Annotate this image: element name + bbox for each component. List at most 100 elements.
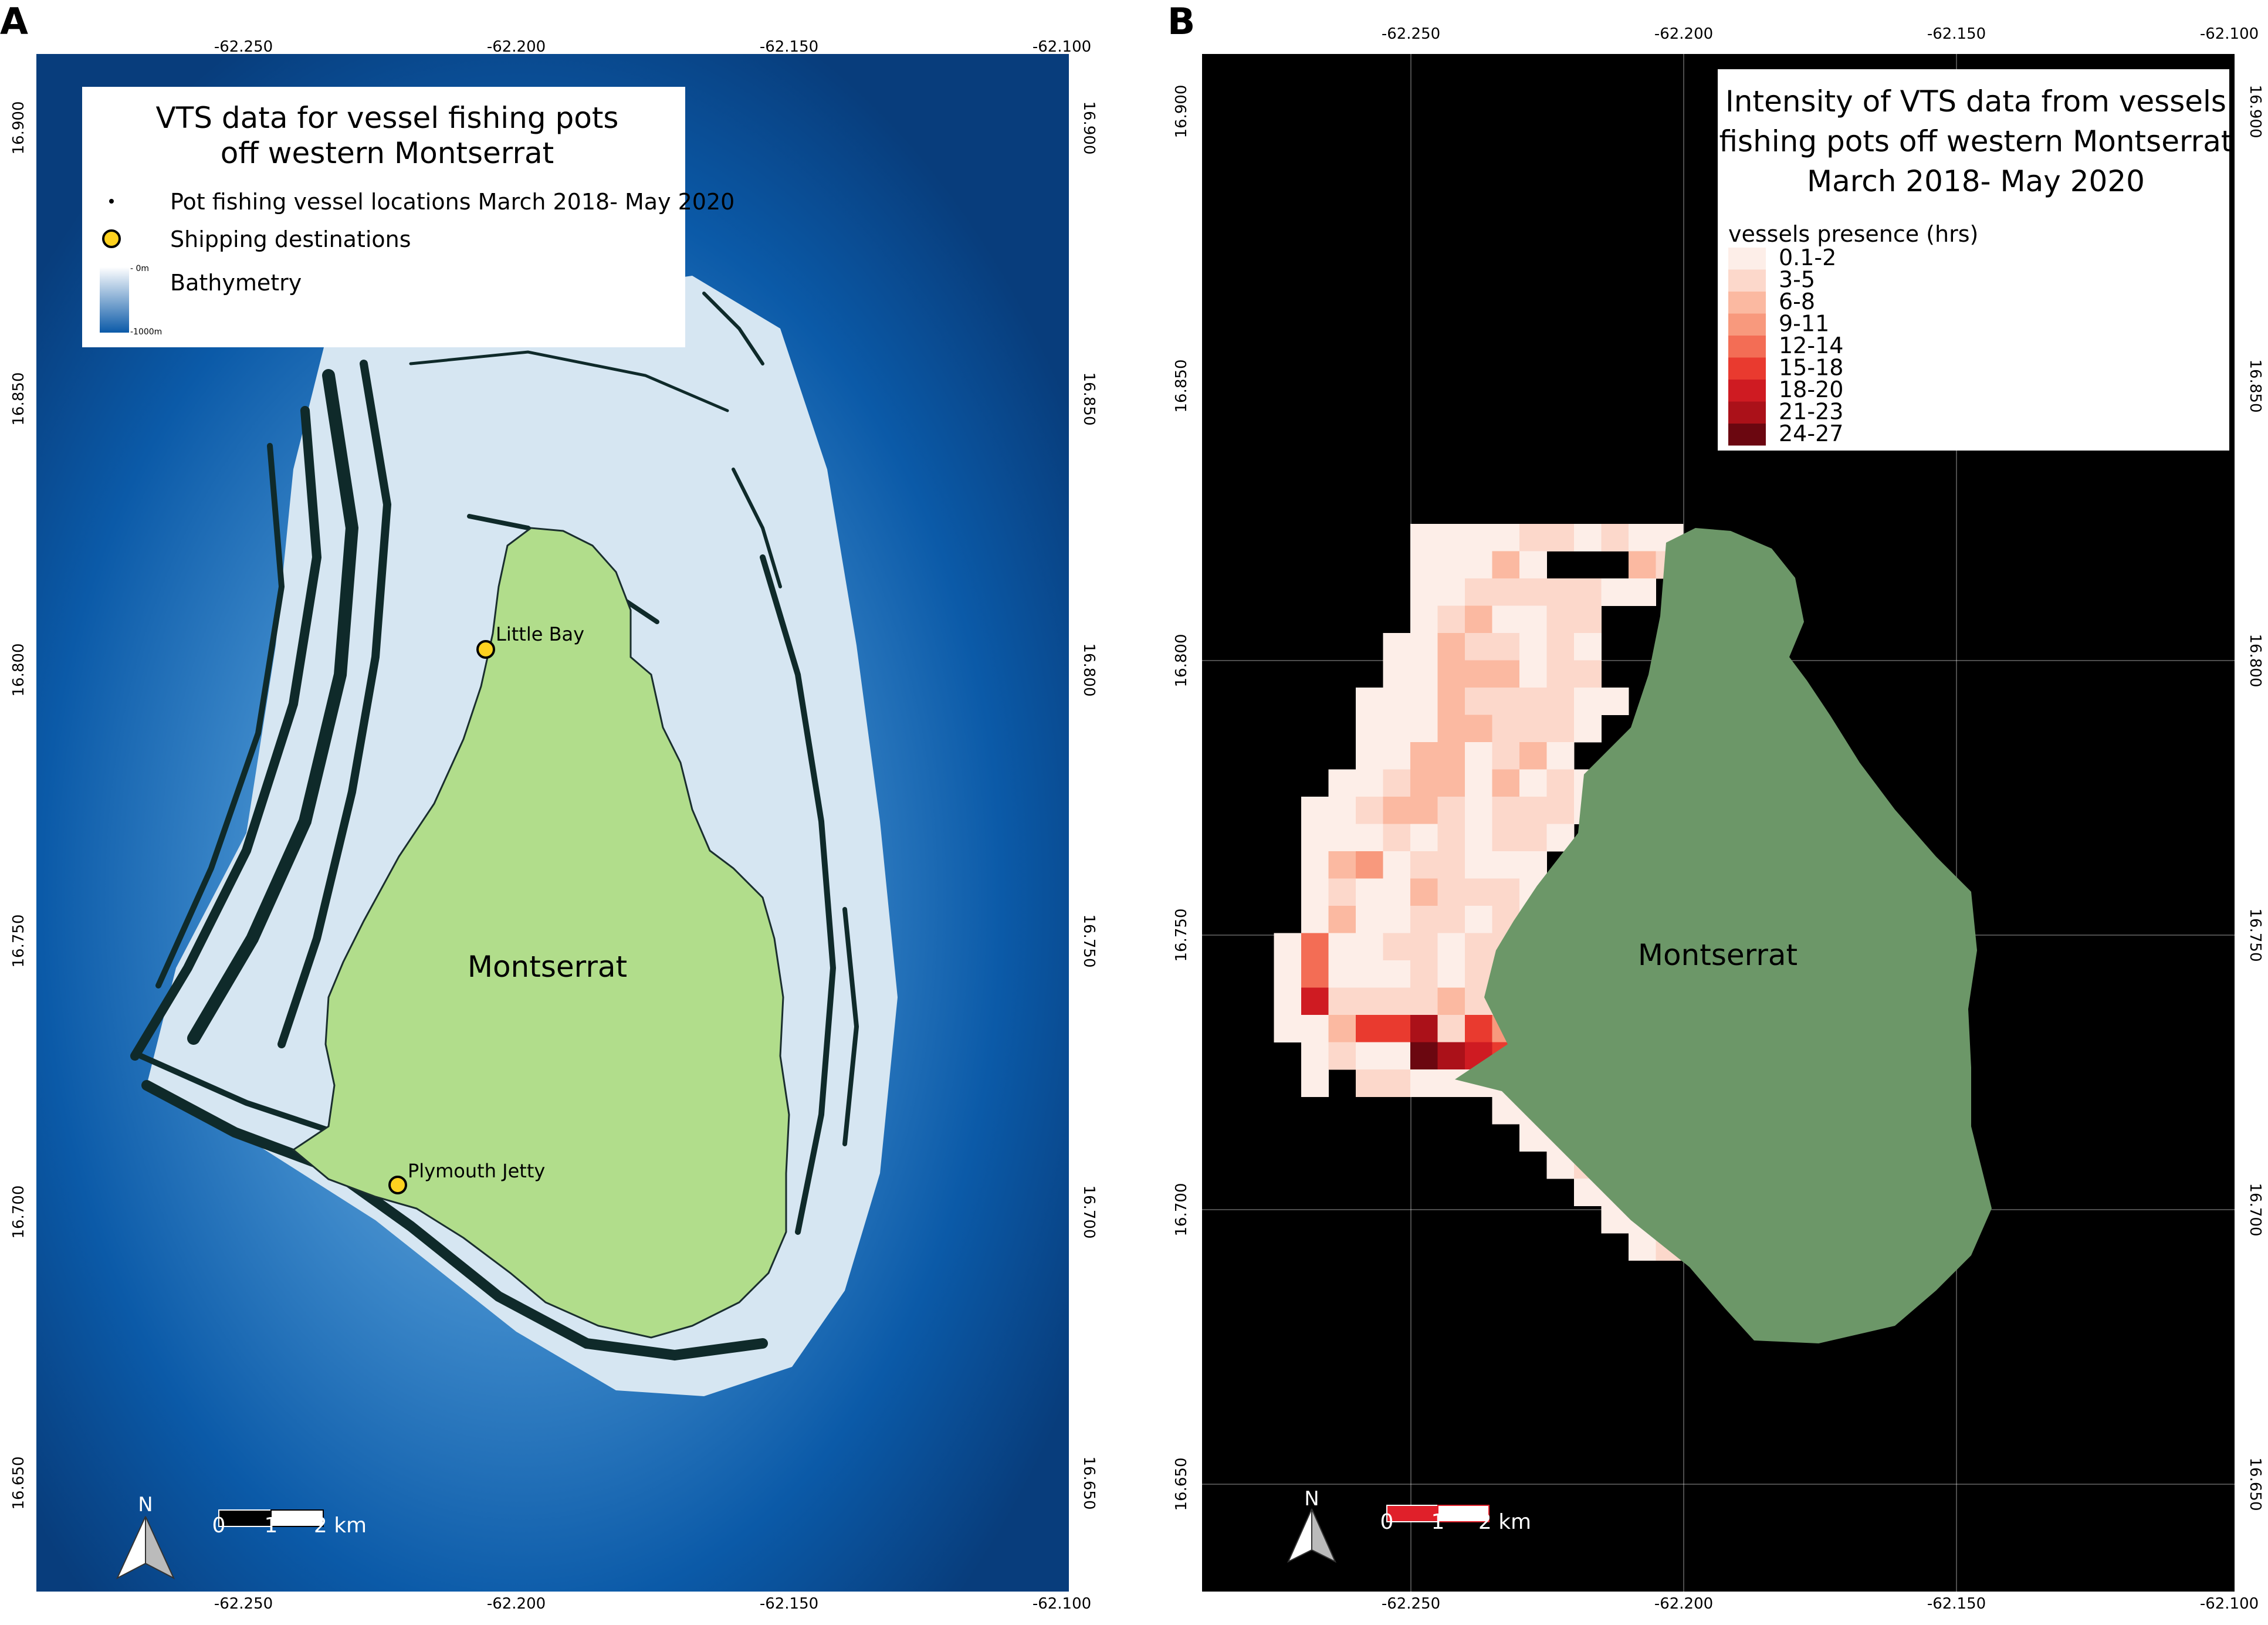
heatmap-cell: [1410, 688, 1438, 715]
heatmap-cell: [1629, 578, 1656, 606]
panel-b: B -62.250 -62.200 -62.150 -62.100 -62.25…: [1167, 0, 2264, 1613]
scale-label-1: 1: [1431, 1510, 1445, 1534]
legend-class-swatch: [1728, 269, 1766, 292]
heatmap-cell: [1410, 1069, 1438, 1097]
scale-bar-segment-dark: [218, 1509, 272, 1527]
island: [292, 527, 790, 1339]
heatmap-cell: [1546, 797, 1575, 824]
x-tick-label: -62.250: [1382, 25, 1440, 43]
heatmap-cell: [1546, 660, 1575, 688]
legend-title-line1: Intensity of VTS data from vessels: [1725, 84, 2226, 119]
x-tick-label: -62.100: [1033, 38, 1091, 56]
heatmap-cell: [1410, 633, 1438, 661]
heatmap-cell: [1437, 605, 1465, 634]
heatmap-cell: [1410, 742, 1438, 770]
heatmap-cell: [1465, 688, 1492, 715]
y-tick-label: 16.900: [10, 101, 28, 155]
y-tick-label: 16.850: [2246, 360, 2264, 413]
heatmap-cell: [1356, 1015, 1383, 1042]
scale-bar-segment-light: [270, 1509, 324, 1527]
heatmap-cell: [1492, 769, 1520, 797]
legend-class-swatch: [1728, 336, 1766, 358]
heatmap-cell: [1465, 715, 1492, 743]
heatmap-cell: [1356, 824, 1383, 852]
x-tick-label: -62.200: [1654, 1595, 1713, 1613]
place-plymouth-jetty: Plymouth Jetty: [388, 1160, 545, 1194]
destination-marker: [388, 1176, 407, 1194]
y-tick-label: 16.650: [2246, 1458, 2264, 1511]
panel-a-x-ticks-bottom: -62.250 -62.200 -62.150 -62.100: [214, 1595, 1091, 1613]
heatmap-cell: [1546, 633, 1575, 661]
x-tick-label: -62.250: [1382, 1595, 1440, 1613]
heatmap-cell: [1328, 987, 1356, 1015]
heatmap-cell: [1465, 660, 1492, 688]
heatmap-cell: [1301, 933, 1329, 961]
little-bay-label: Little Bay: [496, 623, 584, 645]
heatmap-cell: [1465, 797, 1492, 824]
legend-class-swatch: [1728, 248, 1766, 270]
panel-b-y-ticks-right: 16.900 16.850 16.800 16.750 16.700 16.65…: [2246, 85, 2264, 1511]
heatmap-cell: [1492, 578, 1520, 606]
north-label: N: [138, 1493, 153, 1516]
heatmap-cell: [1519, 578, 1547, 606]
y-tick-label: 16.850: [1173, 360, 1190, 413]
heatmap-cell: [1274, 960, 1302, 988]
panel-a-y-ticks-left: 16.900 16.850 16.800 16.750 16.700 16.65…: [10, 101, 28, 1510]
legend-class-label: 15-18: [1779, 355, 1843, 381]
heatmap-cell: [1356, 933, 1383, 961]
y-tick-label: 16.700: [1080, 1186, 1098, 1239]
heatmap-cell: [1356, 1069, 1383, 1097]
scale-label-0: 0: [1380, 1510, 1394, 1534]
heatmap-cell: [1519, 824, 1547, 852]
legend-class-label: 0.1-2: [1779, 245, 1836, 270]
heatmap-cell: [1519, 551, 1547, 579]
heatmap-cell: [1492, 524, 1520, 551]
heatmap-cell: [1383, 824, 1411, 852]
plymouth-jetty-label: Plymouth Jetty: [408, 1160, 545, 1182]
x-tick-label: -62.150: [1927, 25, 1986, 43]
heatmap-cell: [1629, 524, 1656, 551]
heatmap-cell: [1492, 551, 1520, 579]
heatmap-cell: [1519, 769, 1547, 797]
x-tick-label: -62.100: [1033, 1595, 1091, 1613]
heatmap-cell: [1383, 688, 1411, 715]
heatmap-cell: [1601, 688, 1629, 715]
legend-class-label: 9-11: [1779, 311, 1829, 337]
x-tick-label: -62.250: [214, 38, 273, 56]
heatmap-cell: [1383, 851, 1411, 879]
heatmap-cell: [1546, 742, 1575, 770]
heatmap-cell: [1465, 824, 1492, 852]
heatmap-cell: [1519, 660, 1547, 688]
legend-title-line3: March 2018- May 2020: [1807, 164, 2145, 198]
heatmap-cell: [1519, 742, 1547, 770]
heatmap-cell: [1328, 851, 1356, 879]
heatmap-cell: [1383, 797, 1411, 824]
legend-class-swatch: [1728, 292, 1766, 314]
x-tick-label: -62.250: [214, 1595, 273, 1613]
y-tick-label: 16.700: [10, 1186, 28, 1239]
heatmap-cell: [1383, 715, 1411, 743]
heatmap-cell: [1383, 769, 1411, 797]
heatmap-cell: [1301, 1069, 1329, 1097]
legend-class-label: 21-23: [1779, 399, 1843, 425]
legend-class-swatch: [1728, 424, 1766, 446]
scale-bar-segment-red: [1386, 1505, 1438, 1522]
heatmap-cell: [1574, 578, 1602, 606]
bathymetry-top-label: - 0m: [130, 264, 149, 273]
heatmap-cell: [1437, 1069, 1465, 1097]
legend-class-label: 18-20: [1779, 377, 1843, 402]
heatmap-cell: [1356, 715, 1383, 743]
y-tick-label: 16.800: [1173, 634, 1190, 688]
heatmap-cell: [1629, 1233, 1656, 1261]
heatmap-cell: [1410, 1042, 1438, 1070]
x-tick-label: -62.200: [487, 38, 546, 56]
heatmap-cell: [1465, 906, 1492, 933]
legend-class-swatch: [1728, 401, 1766, 424]
heatmap-cell: [1519, 688, 1547, 715]
y-tick-label: 16.650: [10, 1457, 28, 1510]
heatmap-cell: [1465, 933, 1492, 961]
heatmap-cell: [1492, 688, 1520, 715]
y-tick-label: 16.700: [2246, 1183, 2264, 1237]
heatmap-cell: [1437, 960, 1465, 988]
heatmap-cell: [1519, 524, 1547, 551]
